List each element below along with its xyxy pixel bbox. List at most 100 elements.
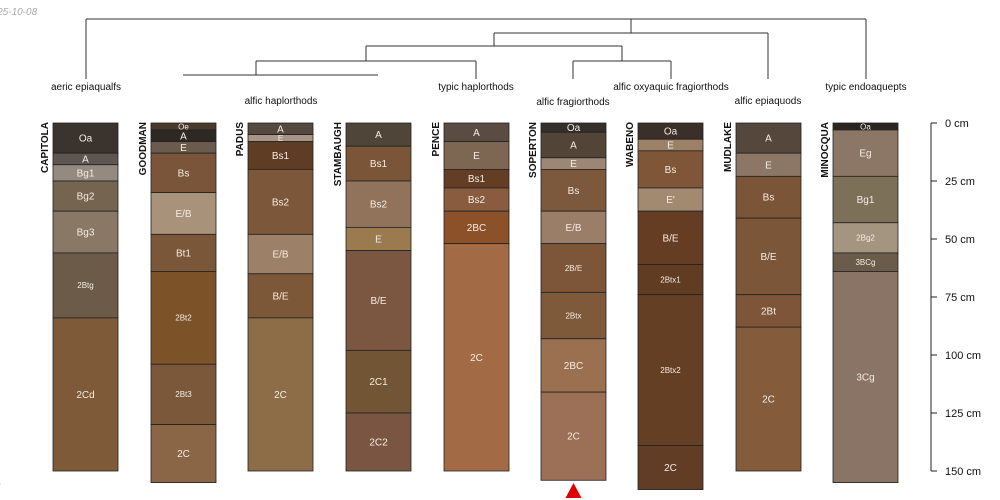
horizon-label: 2C — [177, 449, 190, 460]
horizon-stambaugh-bs2 — [345, 180, 412, 228]
horizon-soperton-eb — [540, 210, 607, 245]
taxon-label: alfic haplorthods — [245, 96, 318, 107]
horizon-label: Bg1 — [77, 168, 95, 179]
horizon-stambaugh-2c1 — [345, 349, 412, 414]
horizon-label: Bs — [178, 168, 190, 179]
horizon-label: 2Btx — [565, 311, 581, 320]
horizon-label: A — [82, 154, 89, 165]
horizon-label: 2C — [470, 353, 483, 364]
profile-name: GOODMAN — [138, 122, 149, 175]
horizon-goodman-eb — [150, 192, 217, 235]
horizon-label: E — [765, 160, 772, 171]
profile-padus: AE Bs1 Bs2 E/B B/E 2C PADUS — [235, 122, 314, 472]
profile-pence: A E Bs1 Bs2 2BC 2C PENCE — [431, 122, 510, 472]
horizon-soperton-bs — [540, 168, 607, 212]
horizon-label: 2BC — [467, 223, 486, 234]
horizon-padus-bs1 — [247, 141, 314, 170]
horizon-soperton-2be — [540, 243, 607, 293]
horizon-label: E — [473, 151, 480, 162]
taxon-label: aeric epiaqualfs — [51, 82, 121, 93]
profile-name: CAPITOLA — [40, 122, 51, 173]
horizon-label: Oe — [178, 122, 189, 131]
horizon-label: E/B — [272, 250, 288, 261]
horizon-label: A — [570, 141, 577, 152]
depth-tick-label: 150 cm — [945, 466, 981, 478]
depth-tick-label: 0 cm — [945, 118, 969, 130]
horizon-label: Oa — [567, 123, 581, 134]
horizon-label: A — [375, 130, 382, 141]
horizon-label: A — [765, 134, 772, 145]
horizon-label: E — [278, 134, 283, 143]
profile-capitola: Oa A Bg1 Bg2 Bg3 2Btg 2Cd CAPITOLA — [40, 122, 119, 472]
horizon-label: 2Bg2 — [856, 234, 875, 243]
horizon-label: 2Bt2 — [175, 314, 192, 323]
horizon-label: E/B — [565, 223, 581, 234]
profile-soperton: Oa AE Bs E/B 2B/E 2Btx 2BC 2C SOPERTON — [528, 122, 607, 481]
profile-stambaugh: A Bs1 Bs2 E B/E 2C1 2C2 STAMBAUGH — [333, 122, 412, 472]
horizon-soperton-2bc — [540, 338, 607, 393]
horizon-goodman-2bt2 — [150, 271, 217, 365]
horizon-label: Bs — [568, 186, 580, 197]
horizon-minocqua-bg1 — [832, 175, 899, 224]
horizon-mudlake-a — [735, 122, 802, 154]
horizon-capitola-2cd — [52, 317, 119, 472]
horizon-wabeno-2btx2 — [637, 294, 704, 446]
depth-tick-label: 25 cm — [945, 176, 975, 188]
horizon-label: 2Bt — [761, 306, 776, 317]
marker-triangle — [565, 483, 582, 498]
profile-mudlake: A E Bs B/E 2Bt 2C MUDLAKE — [723, 122, 802, 472]
horizon-soperton-a — [540, 131, 607, 159]
horizon-label: 2C — [567, 432, 580, 443]
horizon-pence-2c — [443, 243, 510, 472]
taxon-labels: aeric epiaqualfs alfic haplorthods typic h… — [51, 82, 907, 108]
profile-minocqua: Oa Eg Bg1 2Bg2 3BCg 3Cg MINOCQUA — [820, 122, 899, 484]
horizon-label: Bs2 — [468, 195, 486, 206]
profile-name: MUDLAKE — [723, 122, 734, 172]
horizon-mudlake-2c — [735, 326, 802, 472]
horizon-label: Bg2 — [77, 192, 95, 203]
horizon-label: B/E — [272, 291, 288, 302]
horizon-label: Eg — [859, 149, 871, 160]
horizon-label: 2Btx2 — [660, 366, 681, 375]
horizon-soperton-2c — [540, 391, 607, 481]
horizon-label: Oa — [664, 127, 678, 138]
horizon-goodman-bs — [150, 152, 217, 194]
horizon-label: Bs2 — [272, 197, 290, 208]
horizon-label: 2Btx1 — [660, 275, 681, 284]
horizon-label: Bs2 — [370, 200, 388, 211]
horizon-pence-e — [443, 141, 510, 170]
horizon-goodman-2bt3 — [150, 363, 217, 425]
dendrogram — [85, 18, 867, 79]
horizon-label: Bs — [665, 165, 677, 176]
horizon-wabeno-bs — [637, 150, 704, 189]
taxon-label: alfic epiaquods — [735, 96, 802, 107]
profile-wabeno: Oa E Bs E' B/E 2Btx1 2Btx2 2C WABENO — [625, 122, 704, 490]
depth-tick-label: 75 cm — [945, 292, 975, 304]
horizon-capitola-bg3 — [52, 210, 119, 254]
horizon-wabeno-be — [637, 210, 704, 265]
horizon-label: B/E — [760, 252, 776, 263]
horizon-label: Bs1 — [272, 151, 290, 162]
taxon-label: typic haplorthods — [438, 82, 514, 93]
horizon-stambaugh-2c2 — [345, 412, 412, 472]
horizon-capitola-2btg — [52, 252, 119, 319]
horizon-label: 2C — [762, 395, 775, 406]
profile-name: WABENO — [625, 122, 636, 167]
marker-layer — [565, 483, 582, 498]
profile-name: MINOCQUA — [820, 122, 831, 178]
depth-tick-label: 100 cm — [945, 350, 981, 362]
horizon-goodman-2c — [150, 424, 217, 484]
horizon-label: Bt1 — [176, 248, 191, 259]
horizon-label: 2C — [664, 463, 677, 474]
taxon-label: typic endoaquepts — [825, 82, 906, 93]
depth-tick-label: 50 cm — [945, 234, 975, 246]
horizon-label: A — [473, 128, 480, 139]
horizon-label: 2Cd — [76, 390, 94, 401]
horizon-label: 3BCg — [855, 258, 875, 267]
horizon-label: B/E — [662, 233, 678, 244]
horizon-padus-2c — [247, 317, 314, 472]
horizon-label: E — [570, 159, 577, 170]
horizon-mudlake-2bt — [735, 294, 802, 328]
horizon-minocqua-3cg — [832, 271, 899, 484]
